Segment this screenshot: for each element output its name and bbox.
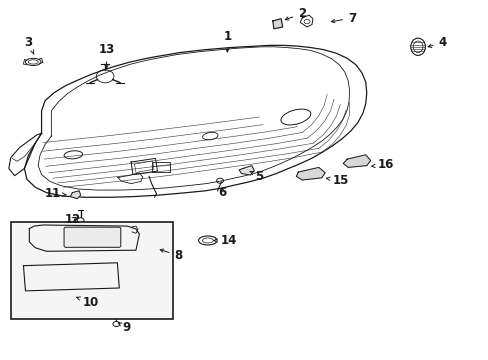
Text: 11: 11 <box>44 187 66 200</box>
Text: 14: 14 <box>213 234 237 247</box>
FancyBboxPatch shape <box>64 227 121 247</box>
Text: 6: 6 <box>218 186 226 199</box>
Text: 4: 4 <box>427 36 446 49</box>
Text: 7: 7 <box>331 12 355 24</box>
Bar <box>11 222 173 319</box>
Text: 1: 1 <box>223 30 231 52</box>
Polygon shape <box>343 155 370 167</box>
Text: 8: 8 <box>160 249 182 262</box>
Text: 9: 9 <box>118 321 130 334</box>
Polygon shape <box>70 191 81 199</box>
Text: 15: 15 <box>326 174 349 186</box>
Text: 12: 12 <box>64 213 81 226</box>
Text: 10: 10 <box>77 296 99 309</box>
Text: 5: 5 <box>249 170 263 183</box>
Text: 16: 16 <box>371 158 394 171</box>
Circle shape <box>113 321 120 327</box>
Circle shape <box>77 218 84 223</box>
Polygon shape <box>239 166 254 175</box>
Polygon shape <box>272 19 282 29</box>
Text: 3: 3 <box>24 36 34 54</box>
Polygon shape <box>296 167 325 180</box>
Text: 13: 13 <box>98 43 115 68</box>
Text: 2: 2 <box>285 7 305 20</box>
